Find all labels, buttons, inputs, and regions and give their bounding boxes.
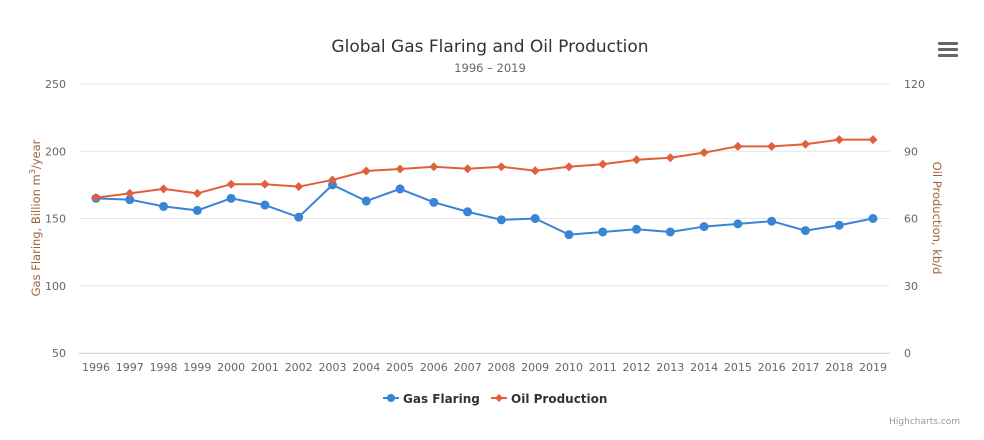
hamburger-menu-icon[interactable] — [938, 42, 958, 58]
data-point — [632, 155, 642, 165]
data-point — [868, 135, 878, 145]
data-point — [665, 227, 675, 237]
data-point — [834, 135, 844, 145]
x-tick-label: 2014 — [690, 361, 718, 374]
data-point — [564, 162, 574, 172]
data-point — [496, 215, 506, 225]
series-line-oil-production — [95, 138, 873, 199]
data-point — [226, 193, 236, 203]
chart-title: Global Gas Flaring and Oil Production — [331, 37, 648, 57]
x-tick-label: 2007 — [454, 361, 482, 374]
data-point — [530, 214, 540, 223]
data-point — [800, 139, 810, 149]
x-tick-label: 2009 — [521, 361, 549, 374]
x-tick-label: 2010 — [555, 361, 583, 374]
chart-subtitle: 1996 – 2019 — [454, 61, 526, 75]
data-point — [598, 227, 608, 237]
y-right-tick-label: 90 — [904, 145, 918, 158]
x-tick-label: 2015 — [724, 361, 752, 374]
series-line-gas-flaring — [95, 183, 874, 236]
legend-marker — [495, 394, 503, 402]
y-left-tick-label: 200 — [45, 145, 66, 158]
data-point — [192, 205, 202, 215]
y-left-tick-label: 50 — [52, 347, 66, 360]
y-left-tick-label: 100 — [45, 280, 66, 293]
y-right-tick-label: 30 — [904, 280, 918, 293]
data-point — [598, 159, 608, 169]
x-tick-label: 1998 — [150, 361, 178, 374]
data-point — [361, 196, 371, 206]
data-point — [125, 195, 135, 205]
y-left-axis-title: Gas Flaring, Billion m3/year — [28, 139, 43, 296]
data-point — [665, 153, 675, 163]
y-right-tick-label: 0 — [904, 347, 911, 360]
x-tick-label: 2003 — [318, 361, 346, 374]
x-tick-label: 2005 — [386, 361, 414, 374]
legend-label: Gas Flaring — [403, 392, 480, 406]
data-point — [632, 224, 642, 234]
x-tick-label: 2012 — [623, 361, 651, 374]
data-point — [429, 197, 439, 207]
data-point — [192, 188, 202, 198]
x-tick-label: 2006 — [420, 361, 448, 374]
x-tick-label: 1997 — [116, 361, 144, 374]
data-point — [699, 148, 709, 158]
x-tick-label: 2017 — [791, 361, 819, 374]
data-point — [260, 200, 270, 210]
data-point — [868, 214, 878, 223]
x-tick-label: 2008 — [487, 361, 515, 374]
data-point — [463, 207, 473, 217]
x-tick-label: 1996 — [82, 361, 110, 374]
x-tick-label: 2018 — [825, 361, 853, 374]
data-point — [395, 164, 405, 174]
data-point — [159, 184, 169, 194]
data-point — [463, 164, 473, 174]
x-tick-label: 2016 — [758, 361, 786, 374]
y-left-tick-label: 250 — [45, 78, 66, 91]
legend-label: Oil Production — [511, 392, 607, 406]
data-point — [294, 212, 304, 222]
legend-item-oil-production[interactable]: Oil Production — [491, 392, 607, 406]
x-tick-label: 2011 — [589, 361, 617, 374]
data-point — [429, 162, 439, 172]
data-point — [327, 180, 337, 190]
data-point — [767, 216, 777, 226]
legend-marker — [387, 394, 395, 402]
y-right-tick-label: 60 — [904, 213, 918, 226]
data-point — [159, 201, 169, 211]
data-point — [834, 220, 844, 230]
legend-item-gas-flaring[interactable]: Gas Flaring — [383, 392, 480, 406]
data-point — [733, 219, 743, 229]
data-point — [564, 230, 574, 240]
data-point — [699, 222, 709, 232]
x-tick-label: 2001 — [251, 361, 279, 374]
data-point — [395, 184, 405, 194]
x-tick-label: 2002 — [285, 361, 313, 374]
data-point — [800, 226, 810, 236]
data-point — [733, 141, 743, 151]
y-right-tick-label: 120 — [904, 78, 925, 91]
data-point — [767, 141, 777, 151]
x-tick-label: 2013 — [656, 361, 684, 374]
credits-link[interactable]: Highcharts.com — [889, 417, 960, 427]
data-point — [226, 179, 236, 189]
x-tick-label: 1999 — [183, 361, 211, 374]
data-point — [260, 179, 270, 189]
x-tick-label: 2019 — [859, 361, 887, 374]
data-point — [327, 175, 337, 185]
x-tick-label: 2000 — [217, 361, 245, 374]
data-point — [530, 166, 540, 176]
x-tick-label: 2004 — [352, 361, 380, 374]
data-point — [91, 193, 101, 203]
data-point — [361, 166, 371, 176]
data-point — [125, 188, 135, 198]
y-left-tick-label: 150 — [45, 213, 66, 226]
y-right-axis-title: Oil Production, kb/d — [930, 162, 944, 275]
data-point — [496, 162, 506, 172]
data-point — [294, 182, 304, 192]
